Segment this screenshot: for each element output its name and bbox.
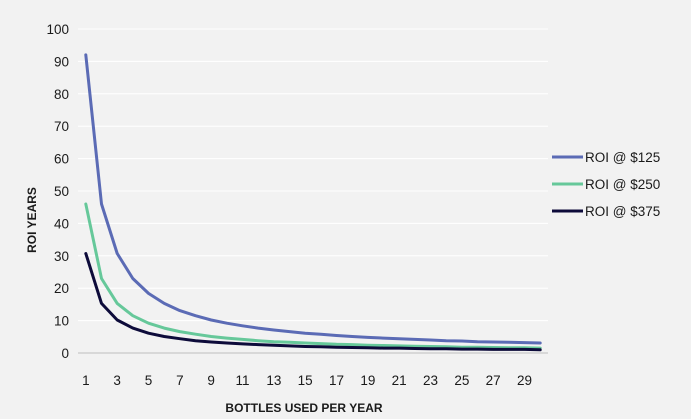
x-tick-label: 23: [423, 373, 438, 388]
x-tick-label: 5: [145, 373, 153, 388]
x-tick-label: 19: [360, 373, 375, 388]
series-lines: [84, 53, 542, 352]
x-tick-label: 3: [113, 373, 121, 388]
x-tick-label: 7: [176, 373, 184, 388]
y-tick-label: 40: [54, 216, 69, 231]
x-tick-label: 1: [82, 373, 90, 388]
y-tick-label: 10: [54, 314, 69, 329]
legend-label: ROI @ $125: [585, 150, 660, 165]
y-tick-label: 0: [61, 346, 69, 361]
x-tick-label: 9: [207, 373, 215, 388]
x-axis-title: BOTTLES USED PER YEAR: [225, 401, 382, 415]
legend-label: ROI @ $375: [585, 204, 660, 219]
legend: ROI @ $125 ROI @ $250 ROI @ $375: [552, 150, 660, 219]
y-tick-label: 90: [54, 54, 69, 69]
y-tick-label: 80: [54, 87, 69, 102]
y-tick-label: 30: [54, 249, 69, 264]
x-tick-label: 13: [266, 373, 281, 388]
x-tick-label: 29: [517, 373, 532, 388]
y-axis-title: ROI YEARS: [25, 187, 39, 253]
x-tick-label: 15: [298, 373, 313, 388]
y-tick-label: 70: [54, 119, 69, 134]
series-line-3: [84, 252, 542, 352]
y-tick-label: 60: [54, 152, 69, 167]
y-tick-label: 20: [54, 281, 69, 296]
series-line-1: [84, 53, 542, 345]
y-tick-label: 50: [54, 184, 69, 199]
y-axis-ticks: 0 10 20 30 40 50 60 70 80 90 100: [46, 22, 69, 361]
x-tick-label: 17: [329, 373, 344, 388]
x-tick-label: 25: [454, 373, 469, 388]
x-tick-label: 11: [235, 373, 249, 388]
x-tick-label: 21: [392, 373, 407, 388]
y-tick-label: 100: [46, 22, 69, 37]
x-tick-label: 27: [486, 373, 501, 388]
x-axis: 1 3 5 7 9 11 13 15 17 19 21 23 25 27 29: [78, 352, 548, 388]
series-line-2: [84, 202, 542, 350]
gridlines: [78, 28, 548, 322]
legend-label: ROI @ $250: [585, 177, 660, 192]
